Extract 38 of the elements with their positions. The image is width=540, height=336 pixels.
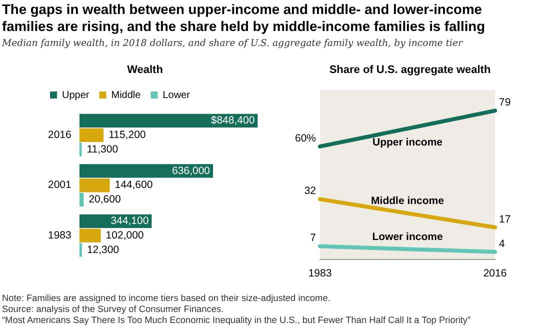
- y-tick-label: 2001: [48, 179, 72, 192]
- data-label: 20,600: [88, 194, 121, 206]
- data-label: 344,100: [110, 215, 149, 228]
- data-label: 115,200: [108, 129, 146, 142]
- bar: [79, 228, 101, 242]
- y-tick-label: 2016: [48, 129, 72, 142]
- data-label: 144,600: [114, 179, 153, 192]
- data-label: 79: [499, 96, 511, 109]
- data-label: $848,400: [210, 114, 255, 127]
- chart-title: The gaps in wealth between upper-income and middle- and lower-income families are rising, and the share held by middle-income families is falling: [2, 1, 486, 35]
- text: Note: Families are assigned to income tiers based on their size-adjusted income.: [2, 293, 330, 303]
- series-label: Lower income: [372, 230, 443, 243]
- series-label: Upper income: [372, 136, 443, 148]
- bar: [79, 178, 110, 192]
- text: “Most Americans Say There Is Too Much Economic Inequality in the U.S., but Fewer Than Half Call It a Top Priority”: [2, 315, 471, 325]
- text: Wealth: [126, 64, 164, 76]
- bar: [79, 114, 258, 128]
- data-label: 12,300: [86, 244, 120, 256]
- data-label: 636,000: [172, 164, 210, 177]
- data-label: 32: [304, 185, 316, 198]
- bar: [79, 128, 104, 142]
- data-label: 4: [499, 238, 505, 250]
- data-label: 11,300: [86, 143, 118, 156]
- source-note: Source: analysis of the Survey of Consumer Finances.: [2, 304, 224, 314]
- series-label: Middle income: [371, 195, 444, 208]
- bar: [79, 243, 82, 257]
- data-label: 102,000: [106, 229, 144, 242]
- y-tick-label: 1983: [48, 229, 72, 242]
- data-label: 7: [310, 232, 316, 244]
- bar: [79, 164, 214, 178]
- legend-label: Upper: [62, 90, 90, 101]
- data-label: 60%: [294, 132, 316, 144]
- legend-label: Middle: [111, 90, 142, 101]
- bar: [79, 192, 84, 207]
- chart-subtitle: Median family wealth, in 2018 dollars, and share of U.S. aggregate family wealth, by income tier: [2, 38, 464, 49]
- legend-label: Lower: [162, 90, 191, 101]
- chart-title: Share of U.S. aggregate wealth: [328, 64, 492, 76]
- data-label: 17: [499, 213, 511, 226]
